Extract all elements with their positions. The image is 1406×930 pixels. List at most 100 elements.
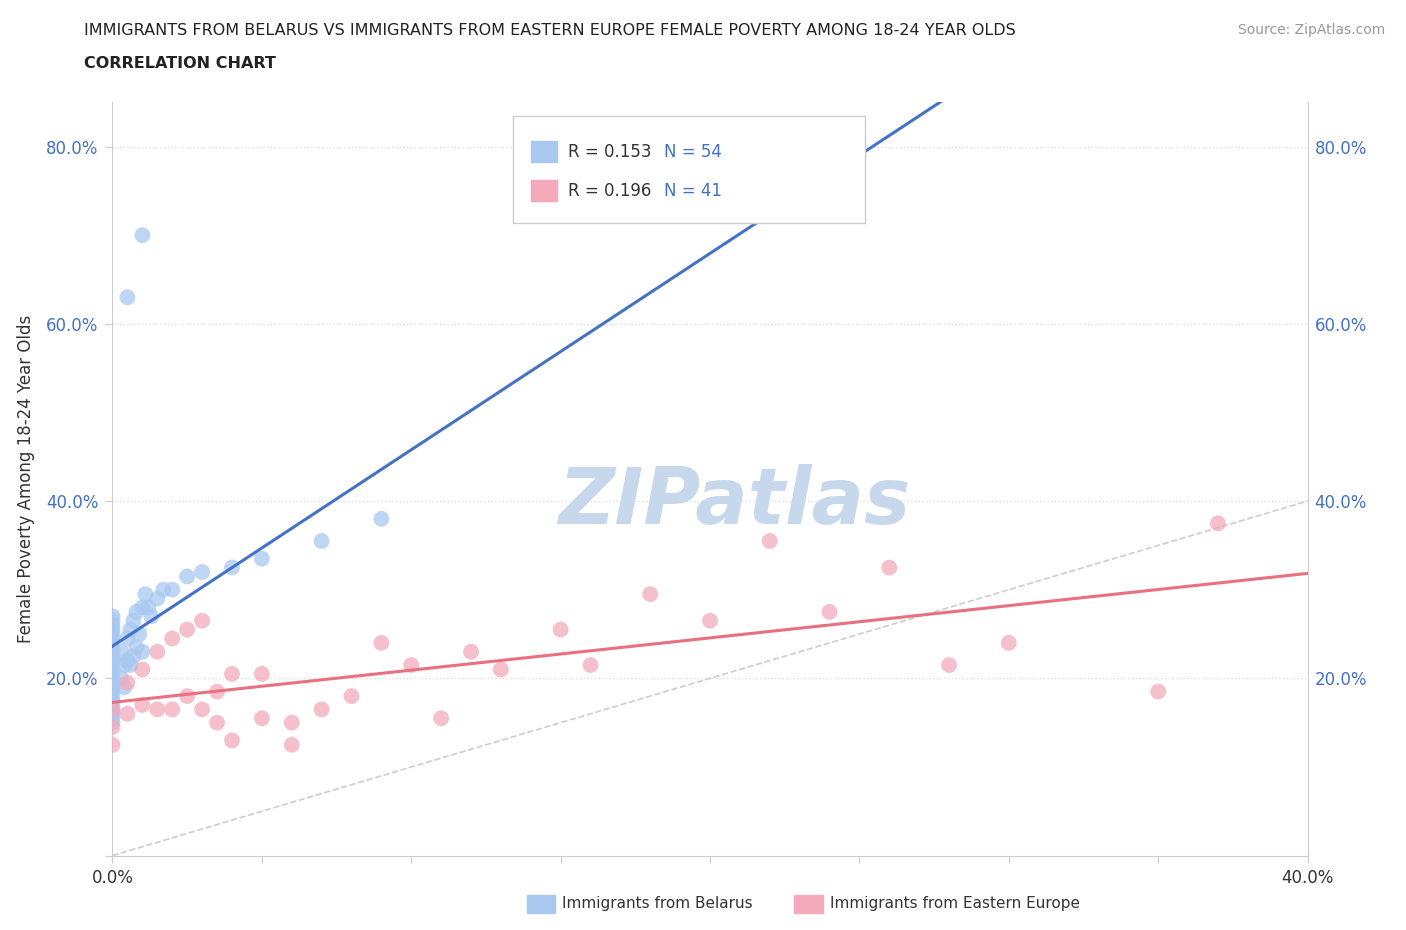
Point: [101, 698, 124, 712]
Point: [340, 688, 363, 703]
Point: [101, 711, 124, 725]
Point: [101, 720, 124, 735]
Point: [114, 658, 135, 672]
Point: [101, 644, 124, 659]
Point: [191, 565, 214, 579]
Text: R = 0.196: R = 0.196: [568, 181, 651, 200]
Point: [122, 649, 145, 664]
Point: [489, 662, 512, 677]
Point: [162, 631, 183, 646]
Y-axis label: Female Poverty Among 18-24 Year Olds: Female Poverty Among 18-24 Year Olds: [17, 315, 35, 643]
Point: [221, 733, 243, 748]
Point: [101, 715, 124, 730]
Point: [460, 644, 482, 659]
Text: ZIPatlas: ZIPatlas: [558, 463, 910, 539]
Point: [250, 667, 273, 682]
Point: [640, 587, 662, 602]
Point: [370, 635, 392, 650]
Point: [176, 622, 198, 637]
Text: R = 0.153: R = 0.153: [568, 142, 651, 161]
Point: [117, 653, 139, 668]
Point: [131, 600, 153, 615]
Point: [162, 582, 183, 597]
Point: [114, 680, 135, 695]
Point: [205, 715, 228, 730]
Point: [759, 534, 782, 549]
Point: [141, 609, 163, 624]
Point: [131, 644, 153, 659]
Text: IMMIGRANTS FROM BELARUS VS IMMIGRANTS FROM EASTERN EUROPE FEMALE POVERTY AMONG 1: IMMIGRANTS FROM BELARUS VS IMMIGRANTS FR…: [84, 23, 1017, 38]
Point: [205, 684, 228, 699]
Point: [131, 228, 153, 243]
Point: [146, 702, 169, 717]
Point: [101, 640, 124, 655]
Point: [1206, 516, 1229, 531]
Point: [128, 627, 150, 642]
Point: [122, 613, 145, 628]
Point: [101, 649, 124, 664]
Point: [311, 534, 333, 549]
Point: [550, 622, 572, 637]
Point: [101, 702, 124, 717]
Point: [110, 671, 132, 685]
Point: [176, 569, 198, 584]
Point: [101, 635, 124, 650]
Point: [370, 512, 392, 526]
Point: [146, 644, 169, 659]
Point: [110, 644, 132, 659]
Point: [250, 551, 273, 566]
Point: [818, 604, 841, 619]
Point: [101, 631, 124, 646]
Point: [191, 613, 214, 628]
Point: [131, 698, 153, 712]
Point: [938, 658, 960, 672]
Point: [101, 675, 124, 690]
Point: [125, 640, 148, 655]
Point: [120, 622, 142, 637]
Point: [998, 635, 1021, 650]
Point: [1147, 684, 1170, 699]
Point: [120, 658, 142, 672]
Point: [579, 658, 602, 672]
Point: [101, 684, 124, 699]
Point: [117, 290, 139, 305]
Point: [101, 680, 124, 695]
Point: [125, 604, 148, 619]
Point: [101, 613, 124, 628]
Point: [101, 688, 124, 703]
Point: [401, 658, 423, 672]
Point: [152, 582, 174, 597]
Point: [101, 702, 124, 717]
Point: [117, 707, 139, 722]
Point: [101, 618, 124, 632]
Point: [101, 658, 124, 672]
Text: Immigrants from Eastern Europe: Immigrants from Eastern Europe: [830, 897, 1080, 911]
Point: [221, 560, 243, 575]
Point: [138, 600, 160, 615]
Point: [281, 715, 304, 730]
Point: [101, 693, 124, 708]
Point: [101, 622, 124, 637]
Text: N = 41: N = 41: [664, 181, 721, 200]
Point: [176, 688, 198, 703]
Point: [430, 711, 453, 725]
Point: [311, 702, 333, 717]
Text: Source: ZipAtlas.com: Source: ZipAtlas.com: [1237, 23, 1385, 37]
Point: [191, 702, 214, 717]
Point: [221, 667, 243, 682]
Point: [117, 631, 139, 646]
Point: [146, 591, 169, 606]
Point: [281, 737, 304, 752]
Point: [101, 707, 124, 722]
Text: Immigrants from Belarus: Immigrants from Belarus: [562, 897, 754, 911]
Point: [101, 671, 124, 685]
Point: [250, 711, 273, 725]
Point: [101, 667, 124, 682]
Point: [101, 627, 124, 642]
Point: [162, 702, 183, 717]
Point: [101, 653, 124, 668]
Text: N = 54: N = 54: [664, 142, 721, 161]
Point: [101, 662, 124, 677]
Point: [131, 662, 153, 677]
Point: [699, 613, 721, 628]
